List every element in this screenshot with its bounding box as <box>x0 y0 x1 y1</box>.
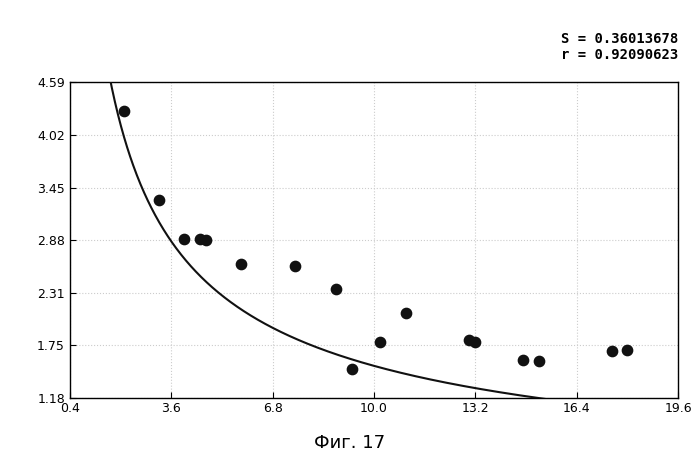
Point <box>533 357 545 364</box>
Point <box>517 356 528 363</box>
Text: S = 0.36013678
r = 0.92090623: S = 0.36013678 r = 0.92090623 <box>561 32 678 62</box>
Point <box>153 196 164 203</box>
Point <box>331 286 342 293</box>
Text: Фиг. 17: Фиг. 17 <box>314 435 385 452</box>
Point <box>201 237 212 244</box>
Point <box>463 337 475 344</box>
Point <box>470 339 481 346</box>
Point <box>178 235 189 242</box>
Point <box>194 235 206 242</box>
Point <box>375 339 386 346</box>
Point <box>346 365 357 372</box>
Point <box>606 348 617 355</box>
Point <box>118 107 129 115</box>
Point <box>289 263 301 270</box>
Point <box>400 309 411 316</box>
Point <box>622 346 633 353</box>
Point <box>236 261 247 268</box>
